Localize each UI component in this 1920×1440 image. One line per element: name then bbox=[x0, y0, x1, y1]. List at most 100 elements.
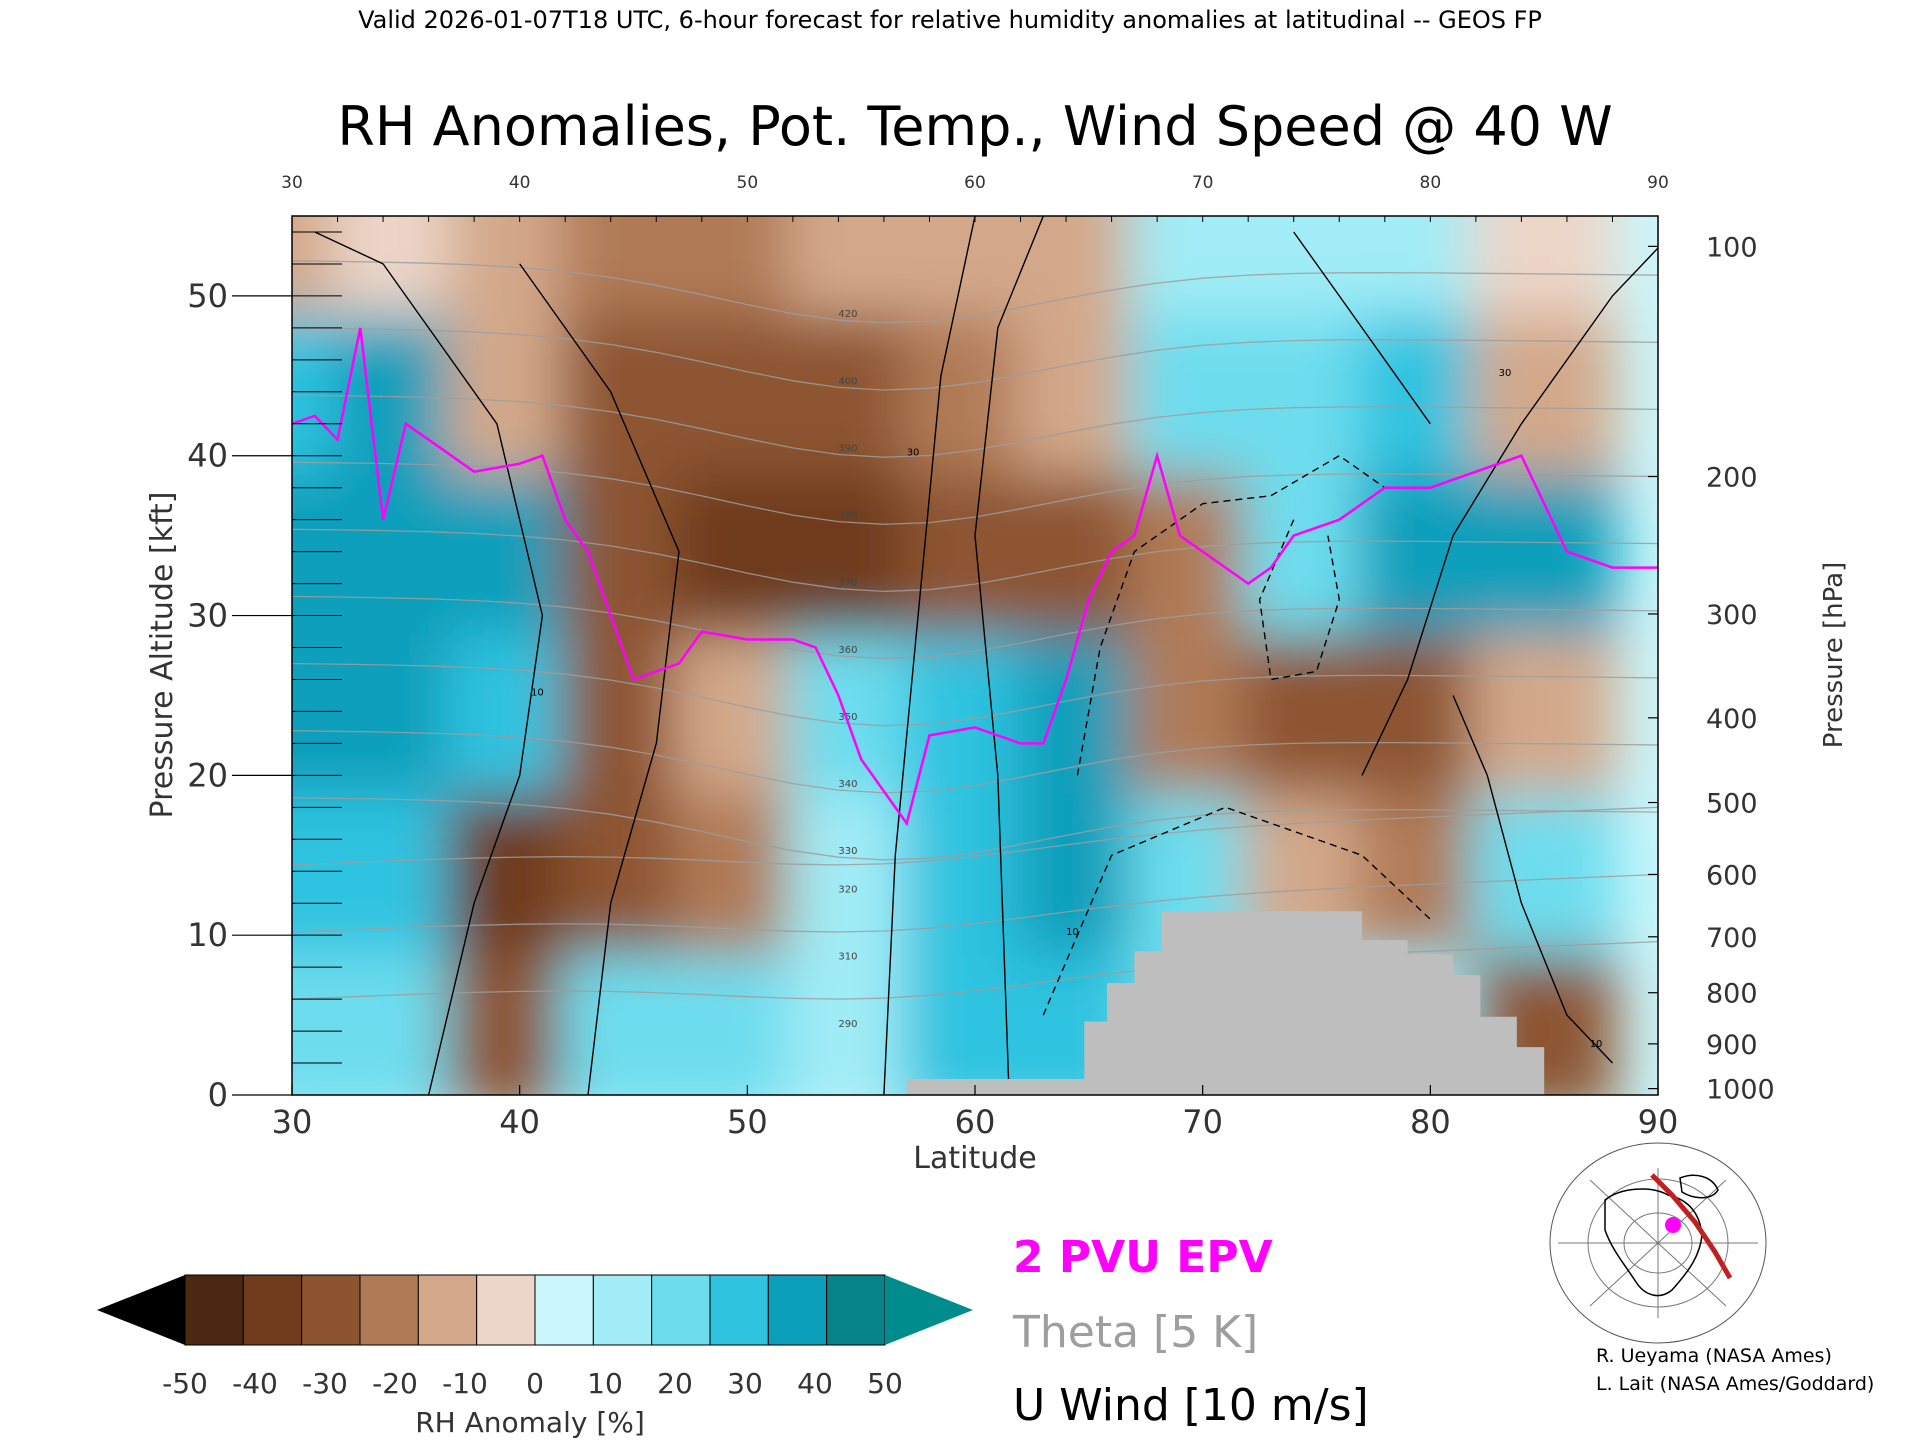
theta-contour bbox=[292, 730, 1658, 794]
theta-contour bbox=[292, 873, 1658, 933]
colorbar-swatch bbox=[767, 1274, 828, 1346]
pressure-tick-label: 200 bbox=[1706, 463, 1758, 494]
pressure-tick-label: 600 bbox=[1706, 860, 1758, 891]
colorbar-swatch bbox=[359, 1274, 419, 1346]
rh-anomaly-field: 290 310 320 330 340 350 360 370 380 390 400 420 10 3… bbox=[292, 216, 1658, 1095]
pressure-tick-label: 300 bbox=[1706, 600, 1758, 631]
x-tick-label: 50 bbox=[727, 1103, 768, 1141]
legend-theta: Theta [5 K] bbox=[1012, 1307, 1258, 1358]
colorbar-tick-label: 50 bbox=[867, 1367, 903, 1400]
theta-contour bbox=[292, 461, 1658, 525]
chart-title: RH Anomalies, Pot. Temp., Wind Speed @ 4… bbox=[337, 95, 1612, 158]
theta-contour bbox=[292, 662, 1658, 727]
pressure-tick-label: 900 bbox=[1706, 1030, 1758, 1061]
colorbar-tick-label: 10 bbox=[587, 1367, 623, 1400]
colorbar-over-triangle bbox=[885, 1275, 973, 1345]
credit-line-1: R. Ueyama (NASA Ames) bbox=[1596, 1345, 1832, 1367]
x-top-tick-label: 50 bbox=[737, 173, 759, 193]
theta-label: 350 bbox=[838, 712, 857, 723]
u-wind-contour bbox=[1042, 806, 1431, 1016]
u-wind-contour bbox=[519, 263, 680, 1095]
theta-contours: 290 310 320 330 340 350 360 370 380 390 400 420 bbox=[292, 260, 1658, 1030]
colorbar-tick-label: 30 bbox=[727, 1367, 763, 1400]
theta-label: 320 bbox=[838, 885, 857, 896]
u-wind-contour bbox=[314, 231, 544, 1095]
colorbar-swatch bbox=[826, 1274, 886, 1346]
credit-line-2: L. Lait (NASA Ames/Goddard) bbox=[1596, 1373, 1874, 1395]
pressure-tick-label: 100 bbox=[1706, 232, 1758, 263]
theta-label: 340 bbox=[838, 779, 857, 790]
y-tick-label: 30 bbox=[187, 597, 228, 635]
colorbar-swatch bbox=[242, 1274, 303, 1346]
u-wind-label: 30 bbox=[1499, 368, 1512, 379]
pressure-tick-label: 700 bbox=[1706, 923, 1758, 954]
x-top-tick-label: 60 bbox=[964, 173, 986, 193]
colorbar-swatch bbox=[534, 1274, 594, 1346]
u-wind-contour bbox=[1076, 454, 1386, 776]
pressure-tick-label: 400 bbox=[1706, 704, 1758, 735]
legend-wind: U Wind [10 m/s] bbox=[1013, 1380, 1369, 1431]
colorbar-swatch bbox=[592, 1274, 653, 1346]
valid-line: Valid 2026-01-07T18 UTC, 6-hour forecast… bbox=[358, 6, 1542, 34]
pressure-tick-label: 1000 bbox=[1706, 1075, 1775, 1106]
colorbar-swatch bbox=[651, 1274, 711, 1346]
colorbar-tick-label: -50 bbox=[162, 1367, 208, 1400]
rh-cell bbox=[1471, 216, 1618, 316]
y-tick-label: 0 bbox=[208, 1076, 228, 1114]
colorbar-swatch bbox=[301, 1274, 361, 1346]
u-wind-contour bbox=[1361, 247, 1658, 776]
x-tick-label: 40 bbox=[499, 1103, 540, 1141]
colorbar-tick-label: -10 bbox=[442, 1367, 488, 1400]
u-wind-contour bbox=[883, 216, 976, 1095]
u-wind-contour bbox=[1258, 519, 1341, 681]
x-top-tick-label: 70 bbox=[1192, 173, 1214, 193]
orthographic-globe-map-icon bbox=[1549, 1142, 1767, 1344]
colorbar: -50 -40 -30 -20 -10 0 10 20 30 40 50 RH Anomaly [%… bbox=[97, 1274, 973, 1439]
colorbar-swatch bbox=[184, 1274, 244, 1346]
colorbar-label: RH Anomaly [%] bbox=[415, 1406, 645, 1439]
u-wind-contour bbox=[1293, 231, 1431, 425]
colorbar-tick-label: 20 bbox=[657, 1367, 693, 1400]
theta-contour bbox=[292, 806, 1658, 866]
theta-contour bbox=[292, 394, 1658, 458]
u-wind-label: 10 bbox=[1590, 1039, 1603, 1050]
legend-epv: 2 PVU EPV bbox=[1013, 1232, 1273, 1283]
theta-contour bbox=[292, 797, 1658, 861]
theta-contour bbox=[292, 327, 1658, 391]
x-top-tick-label: 90 bbox=[1647, 173, 1669, 193]
x-tick-label: 70 bbox=[1182, 1103, 1223, 1141]
y2-axis-label: Pressure [hPa] bbox=[1819, 562, 1849, 749]
colorbar-swatch bbox=[709, 1274, 769, 1346]
terrain-mask bbox=[906, 911, 1545, 1095]
y-tick-label: 50 bbox=[187, 277, 228, 315]
y-tick-label: 10 bbox=[187, 916, 228, 954]
colorbar-swatch bbox=[476, 1274, 536, 1346]
y-axis-label: Pressure Altitude [kft] bbox=[145, 492, 180, 819]
pressure-tick-label: 800 bbox=[1706, 979, 1758, 1010]
colorbar-tick-label: -40 bbox=[232, 1367, 278, 1400]
colorbar-tick-label: 40 bbox=[797, 1367, 833, 1400]
y-tick-label: 40 bbox=[187, 437, 228, 475]
x-tick-label: 90 bbox=[1638, 1103, 1679, 1141]
colorbar-swatch bbox=[417, 1274, 478, 1346]
y-tick-label: 20 bbox=[187, 756, 228, 794]
x-top-tick-label: 30 bbox=[281, 173, 303, 193]
pressure-tick-label: 500 bbox=[1706, 789, 1758, 820]
x-tick-label: 30 bbox=[272, 1103, 313, 1141]
theta-label: 370 bbox=[838, 578, 857, 589]
x-top-tick-label: 40 bbox=[509, 173, 531, 193]
colorbar-tick-label: 0 bbox=[526, 1367, 544, 1400]
colorbar-tick-label: -20 bbox=[372, 1367, 418, 1400]
theta-label: 380 bbox=[838, 511, 857, 522]
theta-label: 360 bbox=[838, 645, 857, 656]
epv-2pvu-contour bbox=[292, 327, 1658, 827]
theta-label: 290 bbox=[838, 1019, 857, 1030]
x-tick-label: 80 bbox=[1410, 1103, 1451, 1141]
theta-label: 310 bbox=[838, 952, 857, 963]
u-wind-contour bbox=[974, 216, 1044, 1095]
x-tick-label: 60 bbox=[955, 1103, 996, 1141]
u-wind-label: 30 bbox=[907, 448, 920, 459]
u-wind-contours: 10 30 10 30 10 bbox=[314, 216, 1658, 1095]
theta-contour bbox=[292, 940, 1658, 1000]
